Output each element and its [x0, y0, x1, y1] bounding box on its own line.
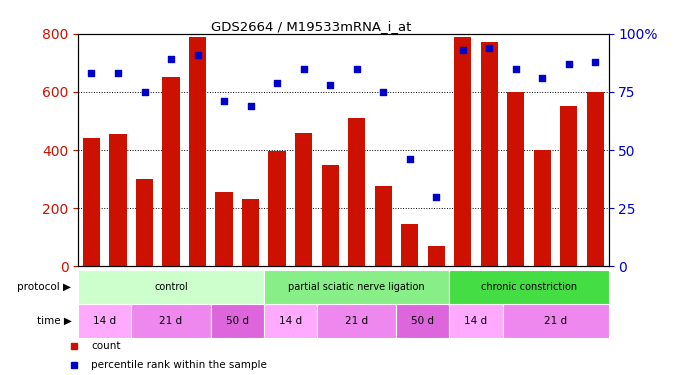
Bar: [503, 304, 609, 338]
Bar: [507, 92, 524, 266]
Bar: [131, 304, 211, 338]
Bar: [317, 304, 396, 338]
Text: 21 d: 21 d: [345, 316, 369, 326]
Bar: [534, 150, 551, 266]
Bar: [454, 37, 471, 266]
Bar: [348, 118, 365, 266]
Bar: [269, 152, 286, 266]
Bar: [78, 304, 131, 338]
Bar: [428, 246, 445, 266]
Point: [86, 70, 97, 76]
Bar: [295, 133, 312, 266]
Bar: [401, 224, 418, 266]
Bar: [560, 106, 577, 266]
Text: count: count: [91, 341, 120, 351]
Point: [272, 80, 283, 86]
Bar: [396, 304, 449, 338]
Text: 14 d: 14 d: [279, 316, 302, 326]
Text: percentile rank within the sample: percentile rank within the sample: [91, 360, 267, 369]
Bar: [264, 270, 449, 304]
Point: [537, 75, 547, 81]
Point: [165, 56, 176, 62]
Point: [377, 89, 388, 95]
Point: [563, 61, 574, 67]
Bar: [216, 192, 233, 266]
Text: 21 d: 21 d: [544, 316, 567, 326]
Bar: [109, 134, 126, 266]
Bar: [136, 179, 153, 266]
Point: [510, 66, 521, 72]
Point: [139, 89, 150, 95]
Text: chronic constriction: chronic constriction: [481, 282, 577, 292]
Point: [325, 82, 336, 88]
Bar: [264, 304, 317, 338]
Bar: [242, 200, 259, 266]
Bar: [449, 304, 503, 338]
Bar: [587, 92, 604, 266]
Point: [590, 58, 600, 64]
Text: GDS2664 / M19533mRNA_i_at: GDS2664 / M19533mRNA_i_at: [211, 20, 411, 33]
Point: [245, 103, 256, 109]
Bar: [83, 138, 100, 266]
Point: [218, 98, 229, 104]
Text: partial sciatic nerve ligation: partial sciatic nerve ligation: [288, 282, 425, 292]
Bar: [322, 165, 339, 266]
Text: 21 d: 21 d: [159, 316, 183, 326]
Text: protocol ▶: protocol ▶: [18, 282, 71, 292]
Text: 50 d: 50 d: [226, 316, 249, 326]
Point: [457, 47, 468, 53]
Text: time ▶: time ▶: [37, 316, 71, 326]
Point: [484, 45, 495, 51]
Point: [351, 66, 362, 72]
Bar: [449, 270, 609, 304]
Text: control: control: [154, 282, 188, 292]
Bar: [211, 304, 264, 338]
Text: 50 d: 50 d: [411, 316, 435, 326]
Bar: [375, 186, 392, 266]
Bar: [163, 77, 180, 266]
Bar: [189, 37, 206, 266]
Point: [192, 52, 203, 58]
Point: [404, 156, 415, 162]
Point: [430, 194, 441, 200]
Text: 14 d: 14 d: [93, 316, 116, 326]
Text: 14 d: 14 d: [464, 316, 488, 326]
Bar: [481, 42, 498, 266]
Point: [113, 70, 124, 76]
Point: [298, 66, 309, 72]
Bar: [78, 270, 264, 304]
